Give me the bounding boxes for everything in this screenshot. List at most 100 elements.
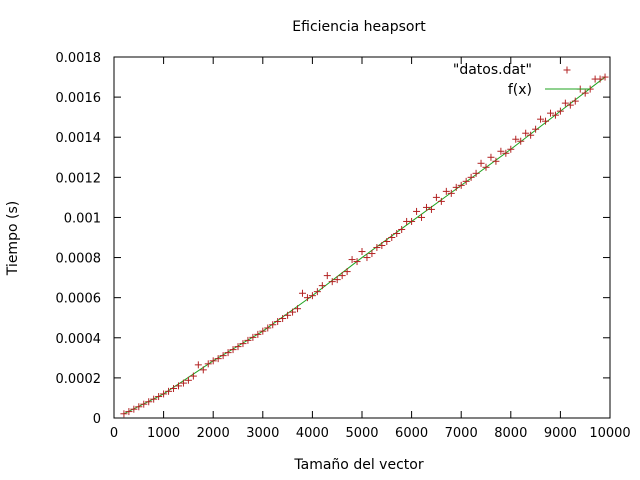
data-point <box>298 289 306 297</box>
data-point <box>492 157 500 165</box>
x-tick-label: 6000 <box>395 426 428 441</box>
x-tick-label: 4000 <box>296 426 329 441</box>
legend-label-datos: "datos.dat" <box>453 62 532 78</box>
y-tick-label: 0.0012 <box>56 171 102 186</box>
data-point <box>358 248 366 256</box>
data-point <box>249 333 257 341</box>
data-point <box>318 282 326 290</box>
data-point <box>179 379 187 387</box>
data-point <box>413 207 421 215</box>
data-point <box>140 400 148 408</box>
data-point <box>427 205 435 213</box>
legend-plus-marker <box>563 66 571 74</box>
data-point <box>274 318 282 326</box>
data-point <box>279 315 287 323</box>
x-tick-label: 7000 <box>445 426 478 441</box>
y-tick-label: 0.0002 <box>56 372 102 387</box>
data-point <box>561 99 569 107</box>
data-point <box>313 288 321 296</box>
data-point <box>170 385 178 393</box>
x-tick-label: 9000 <box>544 426 577 441</box>
data-point <box>204 360 212 368</box>
data-point <box>254 330 262 338</box>
data-point <box>308 292 316 300</box>
y-tick-label: 0.0006 <box>56 292 102 307</box>
data-point <box>467 173 475 181</box>
data-point <box>368 250 376 258</box>
data-point <box>388 234 396 241</box>
data-point <box>150 395 158 403</box>
data-point <box>160 390 168 398</box>
data-point <box>551 111 559 119</box>
data-point <box>556 107 564 115</box>
data-point <box>244 336 252 344</box>
data-point <box>239 340 247 348</box>
data-point <box>229 346 237 354</box>
data-point <box>338 272 346 280</box>
data-point <box>269 321 277 329</box>
data-point <box>566 101 574 109</box>
data-point <box>452 183 460 191</box>
y-tick-label: 0.0004 <box>56 332 102 347</box>
data-point <box>432 193 440 201</box>
y-tick-label: 0.001 <box>64 211 101 226</box>
chart-title: Eficiencia heapsort <box>292 19 426 35</box>
data-point <box>165 387 173 395</box>
x-tick-label: 1000 <box>147 426 180 441</box>
data-point <box>522 129 530 137</box>
data-point <box>571 97 579 105</box>
data-point <box>363 254 371 262</box>
data-point <box>303 294 311 302</box>
data-point <box>408 217 416 225</box>
data-point <box>189 372 197 380</box>
x-tick-label: 0 <box>110 426 118 441</box>
data-point <box>601 73 609 81</box>
data-point <box>422 203 430 211</box>
data-point <box>512 135 520 143</box>
data-point <box>393 229 401 237</box>
data-point <box>219 352 227 360</box>
data-point <box>120 410 128 418</box>
data-point <box>462 177 470 185</box>
data-point <box>373 244 381 252</box>
data-point <box>323 272 331 280</box>
data-point <box>174 382 182 390</box>
data-point <box>546 109 554 117</box>
data-point <box>537 115 545 123</box>
data-point <box>125 408 133 416</box>
y-tick-label: 0 <box>93 412 101 427</box>
data-point <box>199 366 207 374</box>
data-point <box>264 324 272 332</box>
data-point <box>135 403 143 411</box>
x-axis-ticks: 0 1000 2000 3000 4000 5000 6000 7000 8000 9000 100… <box>110 57 631 441</box>
data-point <box>383 238 391 246</box>
data-point <box>353 258 361 266</box>
data-point <box>343 268 351 276</box>
y-axis-ticks: 0 0.0002 0.0004 0.0006 0.0008 0.001 0.0012 0.00… <box>56 51 610 427</box>
data-point <box>234 343 242 351</box>
y-tick-label: 0.0016 <box>56 91 102 106</box>
data-point <box>502 149 510 157</box>
data-point <box>457 181 465 189</box>
data-point <box>418 213 426 221</box>
data-point <box>398 225 406 233</box>
data-point <box>259 327 267 335</box>
data-point <box>184 376 192 384</box>
x-tick-label: 10000 <box>589 426 630 441</box>
data-point <box>130 405 138 413</box>
data-point <box>333 276 341 284</box>
plot-frame <box>113 56 611 419</box>
data-point <box>284 311 292 319</box>
data-point <box>447 189 455 197</box>
data-point <box>442 187 450 195</box>
legend: "datos.dat" f(x) <box>453 62 590 98</box>
x-tick-label: 2000 <box>197 426 230 441</box>
data-points <box>120 73 609 418</box>
x-axis-label: Tamaño del vector <box>293 457 423 473</box>
data-point <box>596 75 604 83</box>
data-point <box>497 147 505 155</box>
x-tick-label: 3000 <box>246 426 279 441</box>
data-point <box>487 153 495 161</box>
y-axis-label: Tiempo (s) <box>5 201 21 276</box>
data-point <box>437 197 445 205</box>
